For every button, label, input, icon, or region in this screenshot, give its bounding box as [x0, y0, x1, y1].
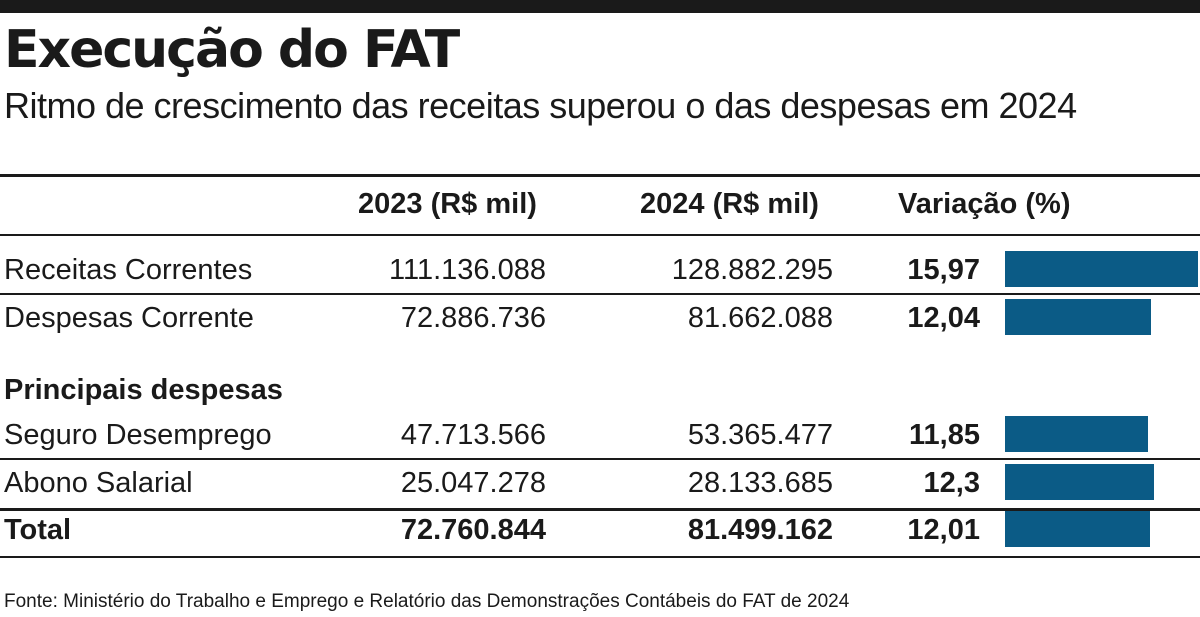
variation-value: 15,97: [907, 254, 980, 286]
variation-value: 12,04: [907, 302, 980, 334]
bottom-rule: [0, 556, 1200, 558]
value-2024: 128.882.295: [671, 254, 833, 286]
header-rule-bottom: [0, 234, 1200, 236]
row-separator: [0, 458, 1200, 460]
row-label: Total: [4, 514, 72, 546]
value-2024: 28.133.685: [687, 467, 833, 499]
column-header-variation: Variação (%): [898, 188, 1071, 220]
total-rule: [0, 508, 1200, 511]
variation-value: 12,01: [907, 514, 980, 546]
value-2023: 72.886.736: [400, 302, 546, 334]
row-label: Receitas Correntes: [4, 254, 253, 286]
value-2023: 25.047.278: [400, 467, 546, 499]
variation-value: 11,85: [909, 419, 980, 451]
variation-bar: [1005, 511, 1150, 547]
row-label: Seguro Desemprego: [4, 419, 272, 451]
variation-bar: [1005, 464, 1154, 500]
chart-title: Execução do FAT: [4, 20, 460, 80]
value-2023: 47.713.566: [400, 419, 546, 451]
variation-bar: [1005, 416, 1148, 452]
section-heading: Principais despesas: [4, 374, 283, 406]
value-2024: 81.662.088: [687, 302, 833, 334]
header-rule-top: [0, 174, 1200, 177]
chart-subtitle: Ritmo de crescimento das receitas supero…: [4, 85, 1077, 126]
top-bar: [0, 0, 1200, 13]
variation-bar: [1005, 299, 1151, 335]
source-note: Fonte: Ministério do Trabalho e Emprego …: [4, 591, 850, 612]
value-2024: 81.499.162: [687, 514, 833, 546]
value-2023: 72.760.844: [400, 514, 546, 546]
variation-bar: [1005, 251, 1198, 287]
variation-value: 12,3: [923, 467, 980, 499]
row-separator: [0, 293, 1200, 295]
column-header-2024: 2024 (R$ mil): [640, 188, 819, 220]
value-2024: 53.365.477: [687, 419, 833, 451]
value-2023: 111.136.088: [389, 254, 546, 286]
row-label: Despesas Corrente: [4, 302, 254, 334]
column-header-2023: 2023 (R$ mil): [358, 188, 537, 220]
row-label: Abono Salarial: [4, 467, 193, 499]
